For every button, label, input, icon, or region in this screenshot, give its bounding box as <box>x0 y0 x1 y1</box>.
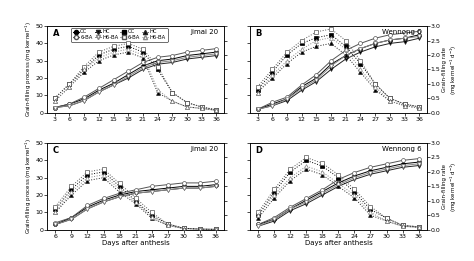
Y-axis label: Grain-filling rate
(mg kernel$^{-1}$ d$^{-1}$): Grain-filling rate (mg kernel$^{-1}$ d$^… <box>442 161 459 212</box>
Text: C: C <box>53 146 59 155</box>
X-axis label: Days after anthesis: Days after anthesis <box>102 240 170 246</box>
Text: Jimai 20: Jimai 20 <box>191 146 219 152</box>
Y-axis label: Grain-filling process (mg kernel$^{-1}$): Grain-filling process (mg kernel$^{-1}$) <box>24 21 34 117</box>
Text: Wennong 6: Wennong 6 <box>382 146 421 152</box>
Text: Jimai 20: Jimai 20 <box>191 29 219 35</box>
Y-axis label: Grain-filling process (mg kernel$^{-1}$): Grain-filling process (mg kernel$^{-1}$) <box>24 138 34 234</box>
Text: D: D <box>255 146 263 155</box>
Text: A: A <box>53 29 59 38</box>
X-axis label: Days after anthesis: Days after anthesis <box>304 240 372 246</box>
Text: B: B <box>255 29 262 38</box>
Text: Wennong 6: Wennong 6 <box>382 29 421 35</box>
Y-axis label: Grain-filling rate
(mg kernel$^{-1}$ d$^{-1}$): Grain-filling rate (mg kernel$^{-1}$ d$^… <box>442 44 459 95</box>
Legend: CC, 6-BA, HC, H6-BA, CC, 6-BA, HC, H6-BA: CC, 6-BA, HC, H6-BA, CC, 6-BA, HC, H6-BA <box>71 28 167 42</box>
